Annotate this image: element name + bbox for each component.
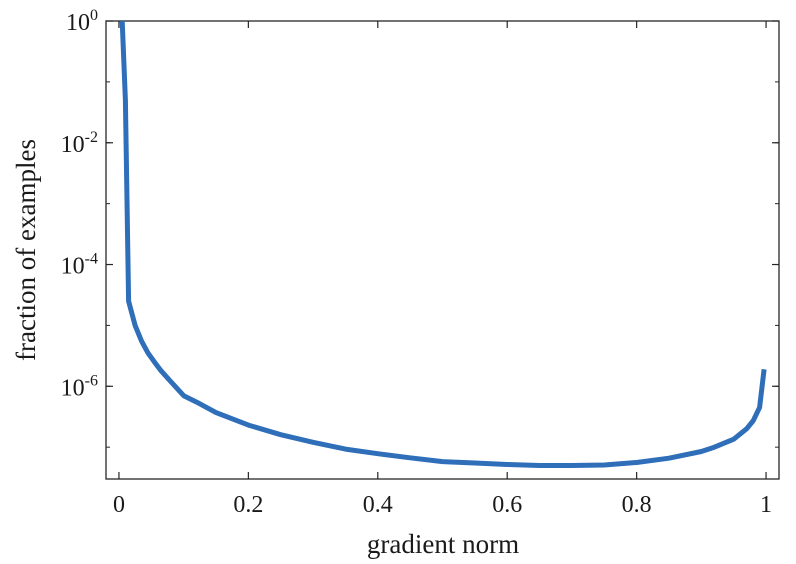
x-tick-label: 1 <box>760 492 772 518</box>
y-tick-label: 10-6 <box>61 372 98 401</box>
series-layer <box>119 20 767 468</box>
x-tick-label: 0.4 <box>363 492 393 518</box>
y-tick-label: 10-2 <box>61 129 98 158</box>
series-line <box>119 20 767 468</box>
y-axis-label: fraction of examples <box>11 139 41 361</box>
x-axis-label: gradient norm <box>367 529 519 559</box>
x-tick-label: 0.6 <box>492 492 522 518</box>
x-tick-label: 0.2 <box>233 492 263 518</box>
x-tick-label: 0 <box>113 492 125 518</box>
y-tick-label: 100 <box>66 7 98 36</box>
plot-area <box>105 20 780 480</box>
x-axis-ticks: 0 0.2 0.4 0.6 0.8 1 <box>113 21 772 518</box>
y-axis-ticks: 100 10-2 10-4 10-6 <box>61 7 779 448</box>
y-tick-label: 10-4 <box>61 251 98 280</box>
x-tick-label: 0.8 <box>622 492 652 518</box>
